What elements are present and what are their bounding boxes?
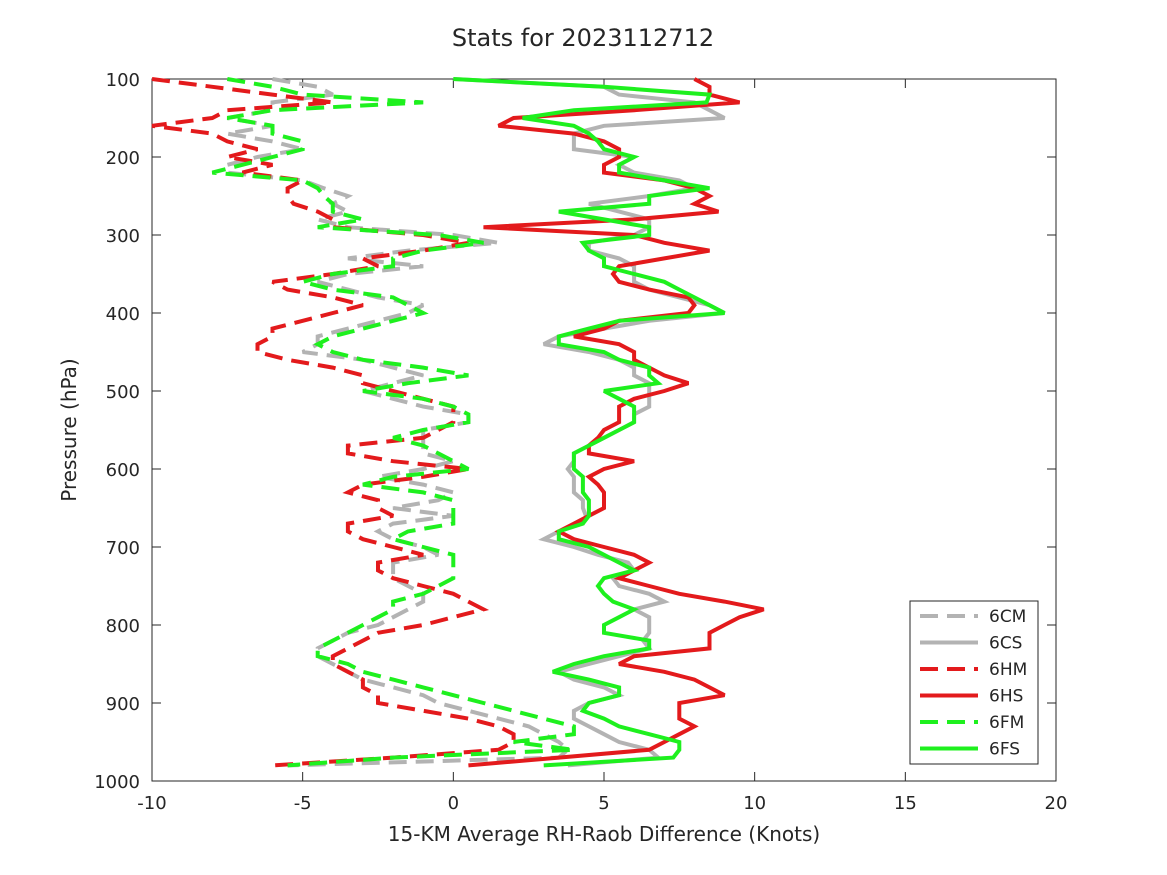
axis-ticks: -10 -5 0 5 10 15 20 100 200 300 400 500 600 700 800 900…	[94, 70, 1067, 814]
y-tick-label: 900	[106, 694, 140, 715]
legend-label-6cs: 6CS	[989, 634, 1022, 654]
series-line-6hm	[151, 77, 516, 768]
series-layer	[151, 77, 765, 768]
legend-label-6fm: 6FM	[989, 713, 1024, 733]
legend-box	[909, 600, 1039, 765]
series-line-6fs	[453, 77, 726, 768]
x-tick-label: 0	[448, 793, 459, 814]
y-tick-label: 1000	[94, 772, 140, 793]
x-tick-label: 20	[1045, 793, 1068, 814]
x-tick-label: -10	[137, 793, 166, 814]
y-tick-label: 200	[106, 148, 140, 169]
y-axis-label: Pressure (hPa)	[57, 358, 81, 501]
x-axis-label: 15-KM Average RH-Raob Difference (Knots)	[388, 822, 820, 846]
x-tick-label: 10	[743, 793, 766, 814]
series-line-6fm	[211, 77, 576, 768]
y-tick-label: 600	[106, 460, 140, 481]
y-tick-label: 700	[106, 538, 140, 559]
legend-label-6cm: 6CM	[989, 607, 1026, 627]
legend: 6CM 6CS 6HM 6HS 6FM 6FS	[909, 600, 1039, 765]
y-tick-label: 300	[106, 226, 140, 247]
y-tick-label: 100	[106, 70, 140, 91]
x-tick-label: 15	[894, 793, 917, 814]
series-line-6hs	[468, 77, 765, 768]
legend-label-6hs: 6HS	[989, 687, 1023, 707]
legend-label-6fs: 6FS	[989, 740, 1020, 760]
y-tick-label: 800	[106, 616, 140, 637]
x-tick-label: 5	[598, 793, 609, 814]
y-tick-label: 400	[106, 304, 140, 325]
y-tick-label: 500	[106, 382, 140, 403]
legend-label-6hm: 6HM	[989, 660, 1027, 680]
chart-title: Stats for 2023112712	[452, 24, 714, 52]
x-tick-label: -5	[294, 793, 312, 814]
